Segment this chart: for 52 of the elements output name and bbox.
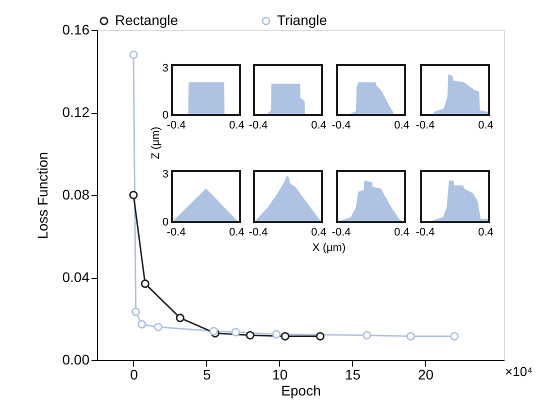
point [154, 322, 163, 332]
x-tick-label: -0.4 [416, 226, 435, 238]
x-tick-label: 10 [272, 366, 288, 382]
y-tick-label: 0.12 [62, 104, 90, 120]
point [272, 330, 281, 338]
x-tick-label: 5 [203, 366, 212, 382]
legend-label: Rectangle [115, 12, 178, 28]
point [246, 330, 254, 340]
point [231, 328, 240, 336]
y-tick-label: 0.00 [62, 352, 90, 368]
y-tick-label: 3 [162, 62, 168, 75]
x-tick-label: -0.4 [248, 120, 268, 132]
x-tick-label: -0.4 [332, 120, 351, 132]
x-tick-label: 0.4 [229, 226, 244, 238]
x-tick-label: 0.4 [229, 120, 244, 132]
point [129, 190, 138, 200]
x-tick-label: 20 [418, 366, 434, 382]
x-tick-label: 0.4 [311, 120, 326, 132]
y-tick-label: 0.16 [62, 22, 90, 38]
point [406, 332, 415, 341]
point [138, 320, 146, 329]
point [176, 314, 184, 322]
y-tick-label: 3 [162, 168, 168, 181]
legend-label: Triangle [277, 12, 328, 28]
x-tick-label: -0.4 [166, 226, 186, 238]
x-axis-title: X (μm) [312, 242, 346, 254]
y-axis-title: Loss Function [34, 152, 50, 240]
x-tick-label: 0.4 [394, 120, 410, 132]
x-tick-label: -0.4 [332, 226, 351, 238]
x-tick-label: 0.4 [394, 226, 410, 238]
x-tick-label: 0.4 [478, 120, 494, 132]
text: ×10⁴ [505, 364, 533, 379]
y-tick-label: 0.08 [62, 186, 90, 202]
point [362, 330, 372, 340]
x-tick-label: 0.4 [311, 226, 326, 238]
x-tick-label: 15 [345, 366, 361, 382]
y-tick-label: 0 [162, 110, 168, 122]
point [129, 50, 138, 60]
x-tick-label: -0.4 [248, 226, 268, 238]
point [280, 332, 290, 341]
x-tick-label: -0.4 [416, 120, 435, 132]
y-tick-label: 0.04 [62, 269, 90, 285]
point [140, 279, 150, 288]
y-axis-title: Z (μm) [150, 126, 162, 160]
x-tick-label: -0.4 [166, 120, 186, 132]
x-tick-label: 0 [130, 366, 138, 382]
point [132, 307, 140, 316]
x-axis-title: Epoch [281, 382, 321, 398]
point [450, 332, 459, 341]
x-tick-label: 0.4 [478, 226, 494, 238]
point [316, 332, 324, 341]
y-tick-label: 0 [162, 216, 168, 228]
